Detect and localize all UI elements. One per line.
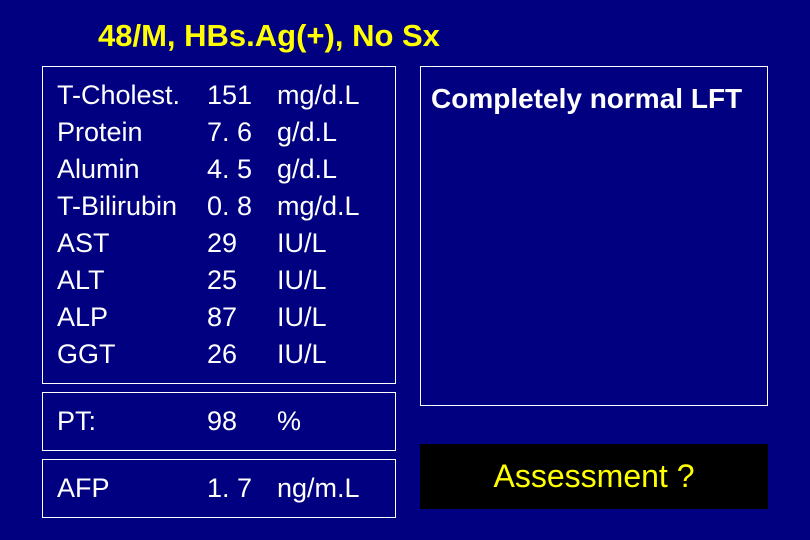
table-row: T-Cholest. 151 mg/d.L (57, 77, 377, 114)
lab-value: 29 (207, 225, 277, 262)
labs-pt-table: PT: 98 % (57, 403, 377, 440)
lab-name: PT: (57, 403, 207, 440)
lab-name: T-Cholest. (57, 77, 207, 114)
lab-value: 25 (207, 262, 277, 299)
lab-name: Protein (57, 114, 207, 151)
lab-unit: mg/d.L (277, 188, 377, 225)
table-row: T-Bilirubin 0. 8 mg/d.L (57, 188, 377, 225)
lab-unit: IU/L (277, 299, 377, 336)
table-row: AFP 1. 7 ng/m.L (57, 470, 377, 507)
lab-value: 87 (207, 299, 277, 336)
lft-note-text: Completely normal LFT (431, 83, 757, 115)
left-column: T-Cholest. 151 mg/d.L Protein 7. 6 g/d.L… (42, 66, 396, 518)
lab-unit: ng/m.L (277, 470, 377, 507)
lab-unit: g/d.L (277, 151, 377, 188)
assessment-text: Assessment ? (420, 458, 768, 495)
lab-value: 0. 8 (207, 188, 277, 225)
table-row: ALT 25 IU/L (57, 262, 377, 299)
lft-note-box: Completely normal LFT (420, 66, 768, 406)
lab-unit: IU/L (277, 336, 377, 373)
lab-name: AFP (57, 470, 207, 507)
lab-value: 98 (207, 403, 277, 440)
lab-unit: % (277, 403, 377, 440)
lab-value: 7. 6 (207, 114, 277, 151)
lab-name: AST (57, 225, 207, 262)
lab-value: 4. 5 (207, 151, 277, 188)
content-area: T-Cholest. 151 mg/d.L Protein 7. 6 g/d.L… (0, 66, 810, 518)
labs-afp-table: AFP 1. 7 ng/m.L (57, 470, 377, 507)
lab-name: T-Bilirubin (57, 188, 207, 225)
table-row: GGT 26 IU/L (57, 336, 377, 373)
labs-pt-box: PT: 98 % (42, 392, 396, 451)
slide-title: 48/M, HBs.Ag(+), No Sx (0, 0, 810, 66)
labs-main-table: T-Cholest. 151 mg/d.L Protein 7. 6 g/d.L… (57, 77, 377, 373)
lab-value: 26 (207, 336, 277, 373)
labs-main-box: T-Cholest. 151 mg/d.L Protein 7. 6 g/d.L… (42, 66, 396, 384)
lab-unit: g/d.L (277, 114, 377, 151)
lab-name: GGT (57, 336, 207, 373)
table-row: PT: 98 % (57, 403, 377, 440)
table-row: ALP 87 IU/L (57, 299, 377, 336)
lab-name: ALP (57, 299, 207, 336)
lab-unit: mg/d.L (277, 77, 377, 114)
lab-name: ALT (57, 262, 207, 299)
table-row: AST 29 IU/L (57, 225, 377, 262)
lab-unit: IU/L (277, 262, 377, 299)
lab-value: 151 (207, 77, 277, 114)
labs-afp-box: AFP 1. 7 ng/m.L (42, 459, 396, 518)
lab-value: 1. 7 (207, 470, 277, 507)
table-row: Alumin 4. 5 g/d.L (57, 151, 377, 188)
lab-name: Alumin (57, 151, 207, 188)
right-column: Completely normal LFT Assessment ? (420, 66, 768, 518)
lab-unit: IU/L (277, 225, 377, 262)
table-row: Protein 7. 6 g/d.L (57, 114, 377, 151)
assessment-box: Assessment ? (420, 444, 768, 509)
